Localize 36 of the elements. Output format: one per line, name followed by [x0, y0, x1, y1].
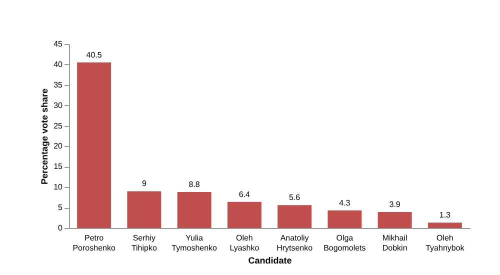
- y-tick-label: 20: [54, 142, 64, 151]
- y-tick-label: 40: [54, 60, 64, 69]
- bar: [177, 192, 212, 228]
- x-tick-label: Serhiy Tihipko: [131, 234, 158, 252]
- x-tick-label: Olga Bogomolets: [324, 234, 366, 252]
- y-tick-label: 25: [54, 121, 64, 130]
- y-tick-label: 35: [54, 80, 64, 90]
- x-tick-label: Oleh Lyashko: [230, 234, 260, 252]
- bar: [328, 210, 362, 228]
- y-tick-label: 30: [54, 100, 64, 110]
- data-label: 5.6: [289, 193, 301, 202]
- y-tick-label: 45: [54, 40, 64, 48]
- data-label: 4.3: [339, 198, 351, 208]
- y-tick-label: 5: [58, 203, 64, 212]
- data-label: 6.4: [238, 190, 251, 199]
- x-axis-title: Candidate: [248, 256, 292, 266]
- y-tick-label: 0: [58, 224, 64, 232]
- y-tick-label: 10: [54, 182, 64, 192]
- data-label: 8.8: [188, 180, 200, 190]
- x-tick-label: Mikhail Dobkin: [382, 234, 408, 252]
- data-label: 1.3: [439, 210, 452, 220]
- y-axis-title: Percentage vote share: [40, 88, 50, 185]
- x-tick-label: Oleh Tyahnybok: [426, 234, 466, 252]
- bar: [127, 191, 162, 228]
- bar: [278, 205, 312, 228]
- bar: [378, 212, 412, 228]
- data-label: 40.5: [86, 50, 102, 60]
- bar: [227, 202, 262, 228]
- bar: [428, 222, 462, 228]
- x-tick-label: Yulia Tymoshenko: [172, 234, 218, 252]
- data-label: 9: [142, 179, 147, 188]
- data-label: 3.9: [389, 200, 401, 210]
- y-tick-label: 15: [54, 162, 64, 172]
- x-tick-label: Petro Poroshenko: [72, 234, 116, 252]
- x-tick-label: Anatoliy Hrytsenko: [276, 234, 314, 252]
- bar: [77, 62, 112, 228]
